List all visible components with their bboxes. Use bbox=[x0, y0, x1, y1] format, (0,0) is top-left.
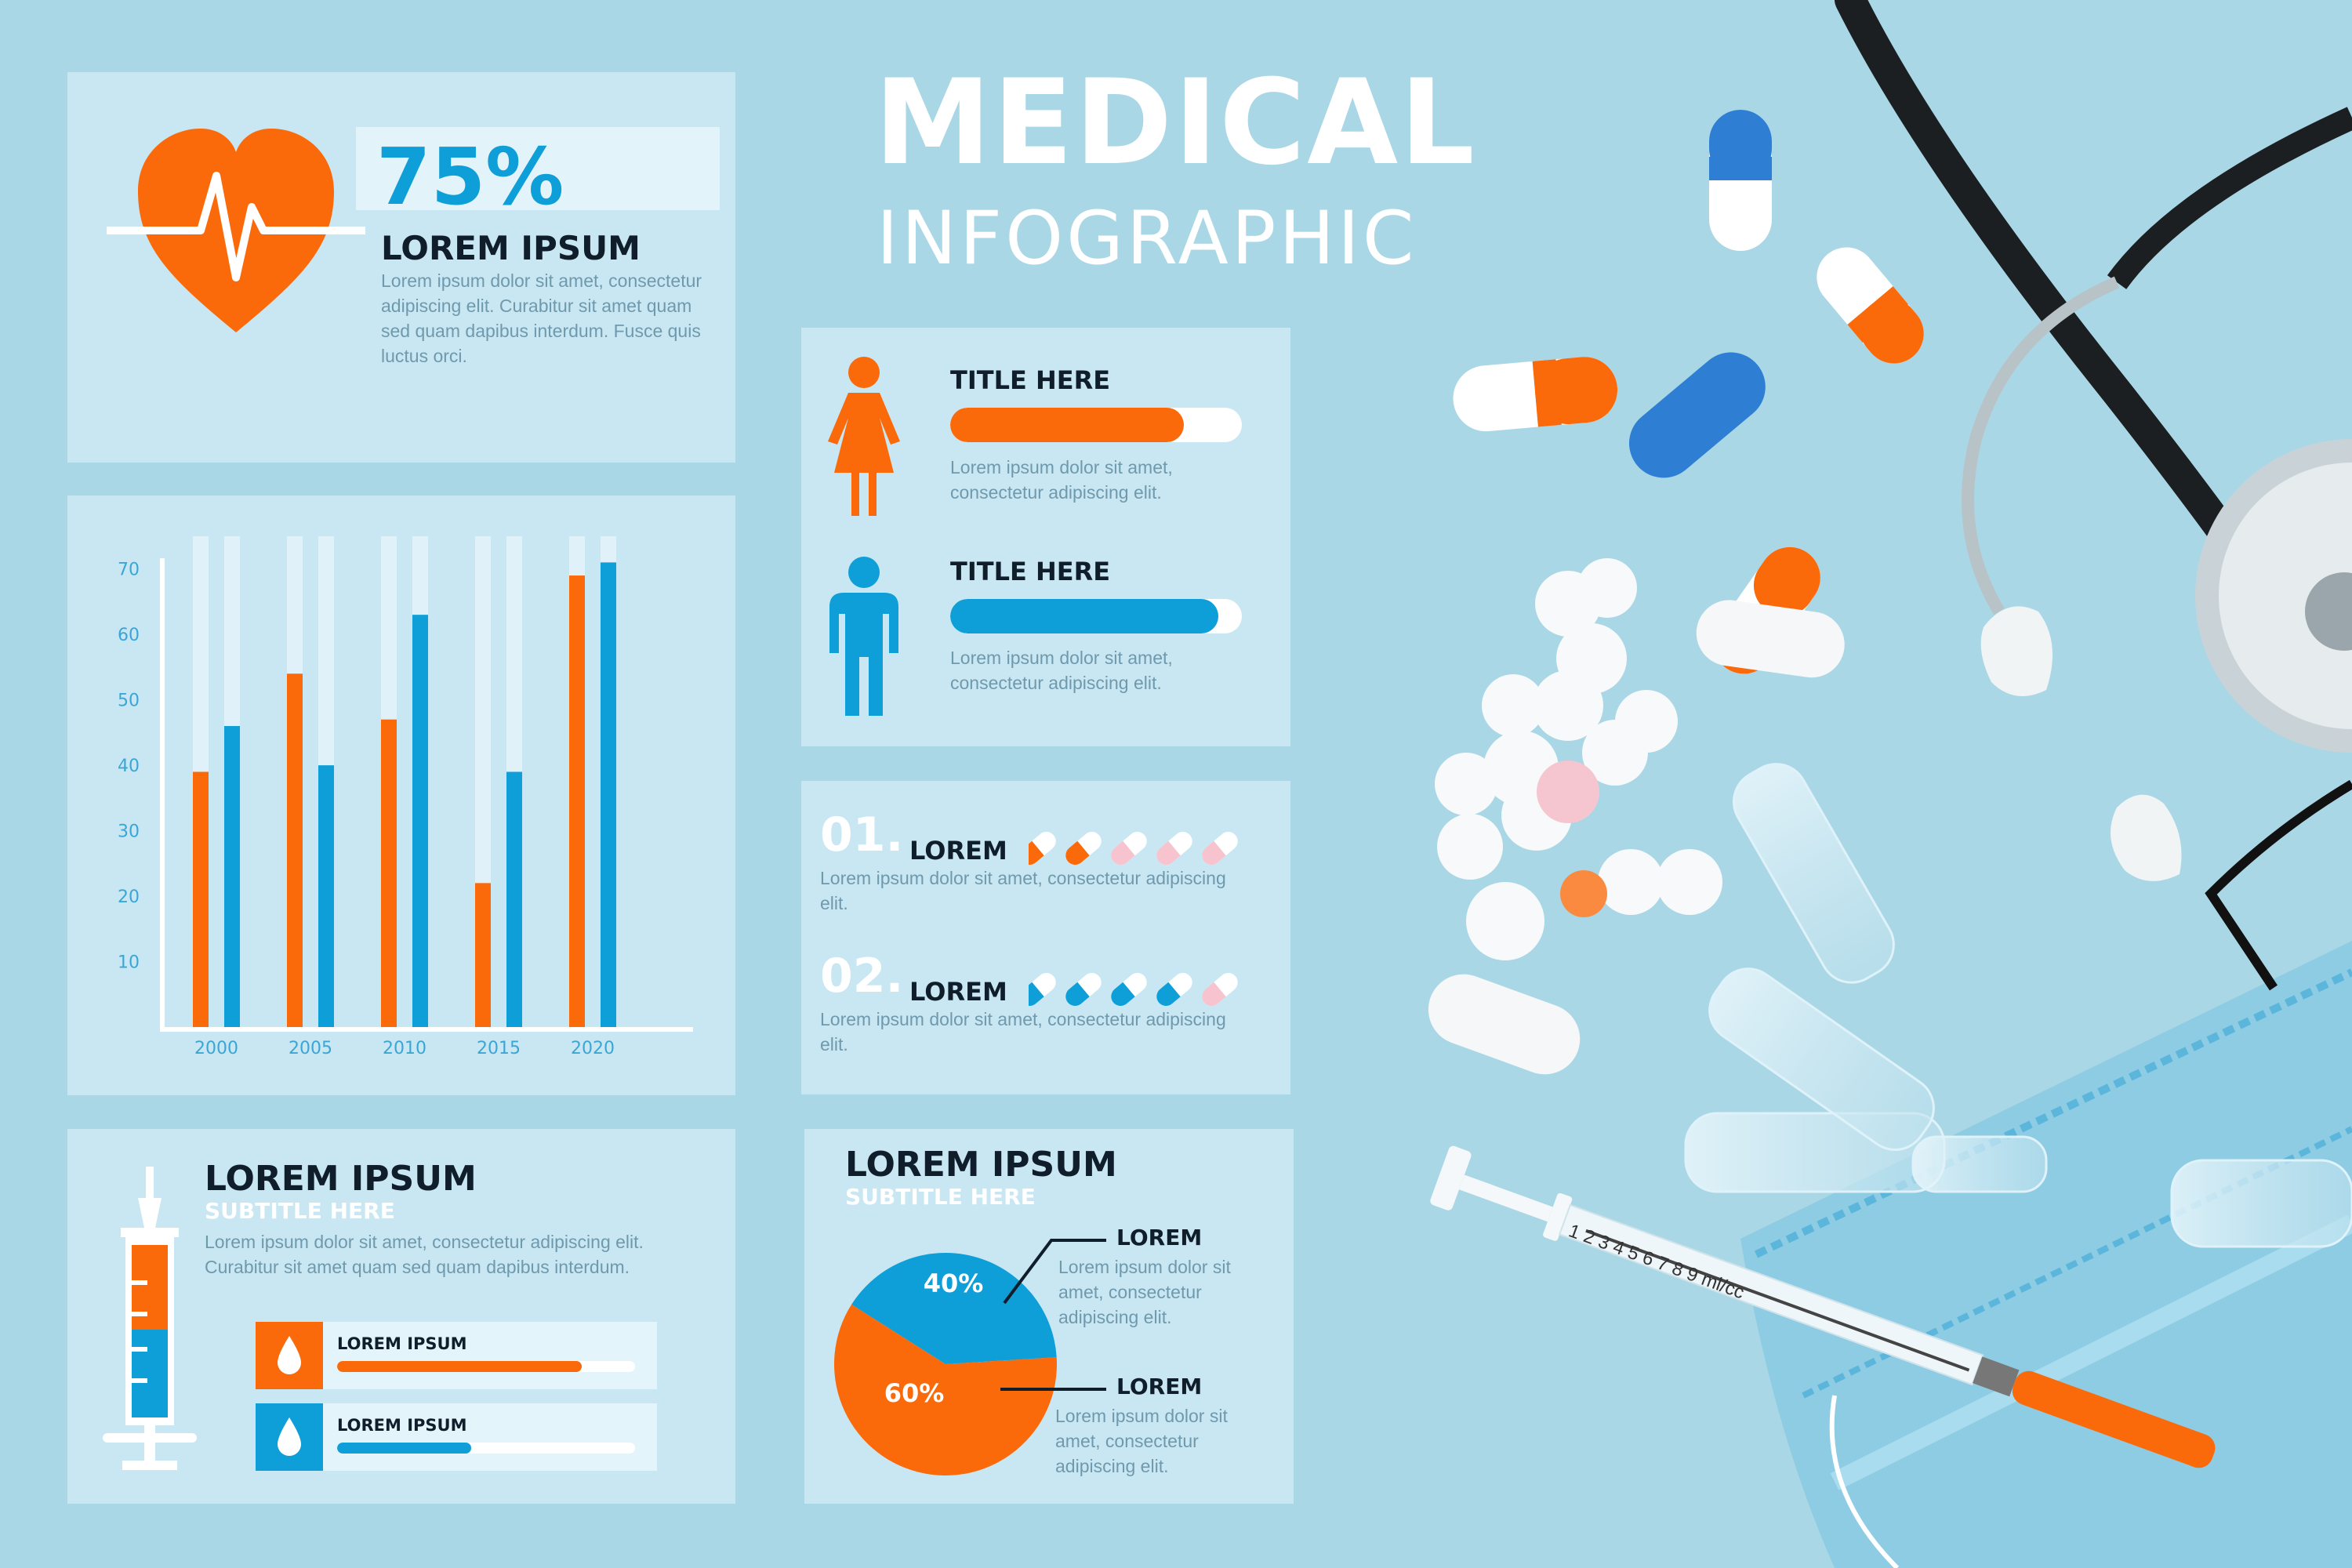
bar bbox=[412, 615, 428, 1027]
female-icon bbox=[828, 357, 900, 516]
stat-body: Lorem ipsum dolor sit amet, consectetur … bbox=[381, 270, 702, 366]
y-tick-label: 60 bbox=[118, 626, 140, 645]
row-track bbox=[337, 1443, 635, 1454]
male-icon bbox=[829, 557, 898, 716]
bar bbox=[601, 562, 616, 1027]
progress-row: LOREM IPSUM bbox=[256, 1403, 657, 1471]
male-progress-fill bbox=[950, 599, 1219, 633]
drop-icon bbox=[256, 1403, 323, 1471]
row-label: LOREM IPSUM bbox=[337, 1334, 467, 1353]
item-body: Lorem ipsum dolor sit amet, consectetur … bbox=[820, 868, 1226, 913]
pie-subtitle: SUBTITLE HERE bbox=[845, 1184, 1036, 1210]
row-fill bbox=[337, 1361, 582, 1372]
pie-chart: 40% 60% bbox=[834, 1239, 1106, 1476]
male-progress bbox=[950, 599, 1242, 633]
y-tick-label: 70 bbox=[118, 561, 140, 580]
female-progress-fill bbox=[950, 408, 1184, 442]
pie-slice-label: 60% bbox=[884, 1378, 945, 1408]
drop-icon bbox=[256, 1322, 323, 1389]
bar-chart-card: 10 20 30 40 50 60 70 2000 2005 2010 2015 2020 bbox=[67, 495, 735, 1095]
row-track bbox=[337, 1361, 635, 1372]
male-title: TITLE HERE bbox=[950, 557, 1111, 586]
male-body: Lorem ipsum dolor sit amet, consectetur … bbox=[950, 648, 1173, 693]
item-label: LOREM bbox=[909, 836, 1007, 866]
row-fill bbox=[337, 1443, 471, 1454]
stat-band bbox=[356, 127, 720, 210]
ampoules bbox=[1684, 763, 2352, 1248]
pie-slice-label: 40% bbox=[924, 1269, 984, 1298]
y-tick-label: 20 bbox=[118, 887, 140, 907]
pie-slice bbox=[851, 1253, 1057, 1364]
x-tick-label: 2010 bbox=[383, 1039, 426, 1058]
x-axis bbox=[160, 1027, 693, 1032]
bar bbox=[287, 673, 303, 1027]
bar bbox=[475, 883, 491, 1027]
stethoscope bbox=[1835, 0, 2352, 991]
pie-slice bbox=[834, 1304, 1057, 1476]
y-tick-label: 50 bbox=[118, 691, 140, 711]
pill-icon bbox=[1202, 832, 1238, 865]
item-number: 02. bbox=[820, 949, 904, 1004]
pills bbox=[1435, 558, 1722, 960]
pill-rating bbox=[1029, 973, 1238, 1006]
pill-icon bbox=[1156, 973, 1192, 1006]
item-number: 01. bbox=[820, 808, 904, 862]
pill-icon bbox=[1111, 832, 1147, 865]
x-tick-label: 2000 bbox=[194, 1039, 238, 1058]
leader-line bbox=[1003, 1239, 1106, 1305]
ratings-card: 01. LOREM Lorem ipsum dolor sit amet, co… bbox=[801, 781, 1290, 1094]
item-body: Lorem ipsum dolor sit amet, consectetur … bbox=[820, 1009, 1226, 1054]
y-tick-label: 40 bbox=[118, 757, 140, 776]
pill-icon bbox=[1029, 973, 1056, 1006]
row-label: LOREM IPSUM bbox=[337, 1416, 467, 1435]
page-title: MEDICAL bbox=[874, 55, 1476, 191]
x-tick-label: 2020 bbox=[571, 1039, 615, 1058]
legend-body: Lorem ipsum dolor sit amet, consectetur … bbox=[1058, 1257, 1231, 1327]
stat-card: 75% LOREM IPSUM Lorem ipsum dolor sit am… bbox=[67, 72, 735, 463]
item-label: LOREM bbox=[909, 977, 1007, 1007]
syringe-icon bbox=[103, 1167, 197, 1470]
stat-heading: LOREM IPSUM bbox=[381, 229, 641, 267]
bar bbox=[318, 765, 334, 1027]
bar bbox=[381, 719, 397, 1027]
pie-card: 40% 60% LOREM IPSUM SUBTITLE HERE LOREM L… bbox=[804, 1129, 1294, 1504]
x-tick-label: 2015 bbox=[477, 1039, 521, 1058]
pill-icon bbox=[1029, 832, 1056, 865]
syringe-body: Lorem ipsum dolor sit amet, consectetur … bbox=[205, 1232, 644, 1277]
y-axis bbox=[160, 558, 165, 1032]
syringe-subtitle: SUBTITLE HERE bbox=[205, 1198, 395, 1224]
x-tick-label: 2005 bbox=[289, 1039, 332, 1058]
pill-icon bbox=[1111, 973, 1147, 1006]
bar bbox=[224, 726, 240, 1027]
female-title: TITLE HERE bbox=[950, 365, 1111, 395]
syringe-card: LOREM IPSUM SUBTITLE HERE Lorem ipsum do… bbox=[67, 1129, 735, 1504]
bar-chart: 10 20 30 40 50 60 70 2000 2005 2010 2015 2020 bbox=[118, 536, 693, 1058]
legend-body: Lorem ipsum dolor sit amet, consectetur … bbox=[1055, 1406, 1228, 1476]
pill-icon bbox=[1065, 832, 1102, 865]
pill-icon bbox=[1202, 973, 1238, 1006]
page-subtitle: INFOGRAPHIC bbox=[877, 196, 1417, 281]
capsules bbox=[1428, 110, 1924, 1075]
legend-label: LOREM bbox=[1116, 1225, 1203, 1250]
heart-pulse-icon bbox=[107, 129, 365, 332]
pill-rating bbox=[1029, 832, 1238, 865]
legend-label: LOREM bbox=[1116, 1374, 1203, 1399]
bar bbox=[193, 771, 209, 1027]
pie-heading: LOREM IPSUM bbox=[845, 1145, 1117, 1185]
medical-photo: 1 2 3 4 5 6 7 8 9 ml/cc bbox=[1428, 0, 2352, 1568]
y-tick-label: 10 bbox=[118, 953, 140, 973]
syringe-heading: LOREM IPSUM bbox=[205, 1159, 477, 1199]
gender-card: TITLE HERE Lorem ipsum dolor sit amet, c… bbox=[801, 328, 1290, 746]
pill-icon bbox=[1065, 973, 1102, 1006]
y-tick-label: 30 bbox=[118, 822, 140, 842]
stat-percent: 75% bbox=[376, 131, 564, 223]
female-progress bbox=[950, 408, 1242, 442]
progress-row: LOREM IPSUM bbox=[256, 1322, 657, 1389]
bar bbox=[569, 575, 585, 1027]
pill-icon bbox=[1156, 832, 1192, 865]
female-body: Lorem ipsum dolor sit amet, consectetur … bbox=[950, 457, 1173, 503]
bar bbox=[506, 771, 522, 1027]
